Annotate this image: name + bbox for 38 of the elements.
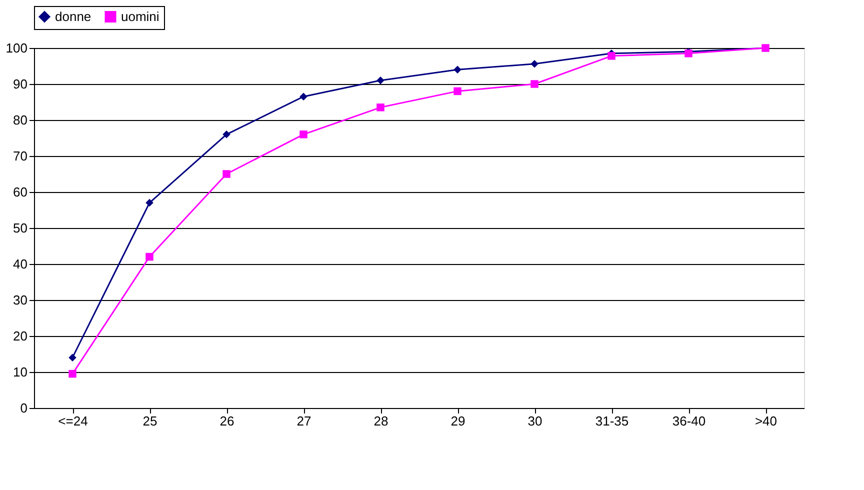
point: [222, 130, 230, 138]
point: [68, 354, 76, 362]
x-tick-label: 30: [528, 414, 542, 428]
x-tick-label: 28: [374, 414, 388, 428]
x-tick-label: 27: [296, 414, 312, 428]
point: [608, 52, 616, 60]
point: [300, 130, 308, 138]
x-tick-label: 31-35: [595, 414, 629, 428]
point: [454, 87, 462, 96]
point: [146, 198, 154, 207]
point: [300, 92, 308, 100]
point: [146, 252, 154, 261]
y-tick-label: 0: [20, 400, 28, 416]
y-tick-label: 30: [13, 292, 28, 308]
y-tick-label: 90: [13, 76, 28, 92]
x-tick-label: <=24: [58, 414, 88, 428]
point: [454, 66, 462, 74]
legend-label: donne: [55, 8, 92, 24]
point: [530, 60, 538, 68]
y-tick-label: 10: [13, 364, 28, 380]
x-tick-label: 26: [220, 414, 234, 428]
x-tick-label: 29: [450, 414, 466, 428]
y-tick-label: 50: [13, 220, 28, 236]
point: [376, 76, 384, 84]
x-tick-label: 25: [142, 414, 158, 428]
legend-label: uomini: [121, 8, 160, 24]
x-tick-label: >40: [754, 414, 778, 428]
point: [222, 170, 230, 178]
point: [530, 80, 538, 88]
y-tick-label: 60: [13, 184, 28, 200]
y-tick-label: 40: [13, 256, 28, 272]
y-tick-label: 20: [13, 328, 28, 344]
point: [68, 370, 76, 378]
y-tick-label: 100: [6, 40, 28, 56]
point: [376, 104, 384, 112]
x-tick-label: 36-40: [672, 414, 706, 428]
y-tick-label: 70: [13, 148, 28, 164]
y-tick-label: 80: [13, 112, 28, 128]
